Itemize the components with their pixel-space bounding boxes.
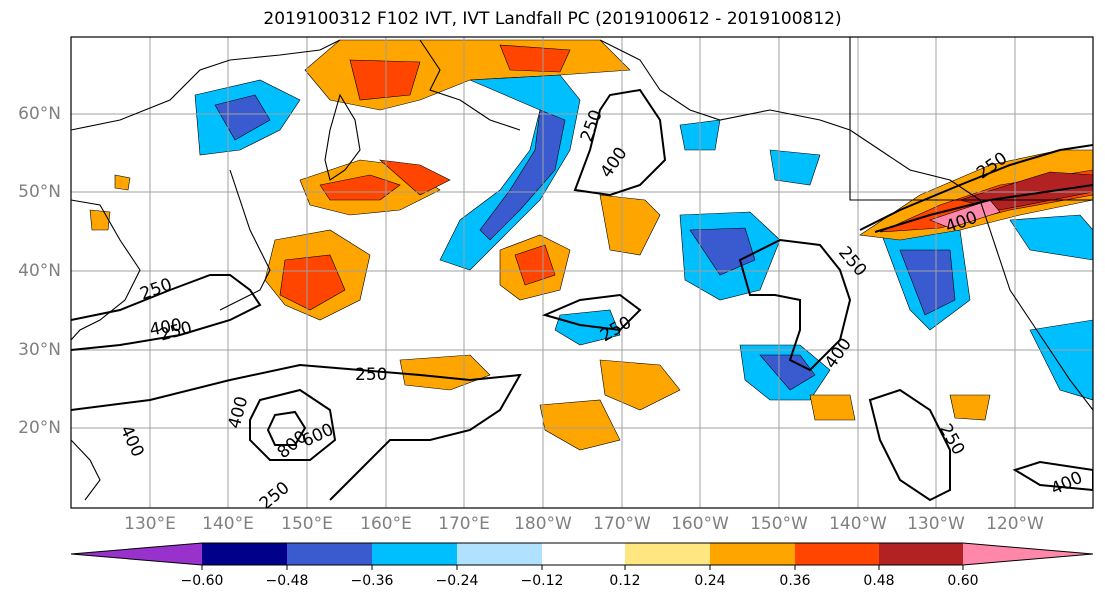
colorbar-tick-label: 0.24 — [694, 573, 726, 589]
colorbar-tick-label: 0.60 — [947, 573, 979, 589]
lon-label: 130°E — [124, 514, 176, 534]
colorbar-extend-low — [71, 543, 202, 565]
lon-label: 140°W — [829, 514, 887, 534]
lat-label: 50°N — [18, 182, 61, 202]
colorbar-tick-label: −0.36 — [350, 573, 394, 589]
lat-label: 30°N — [18, 340, 61, 360]
lon-label: 170°W — [593, 514, 651, 534]
colorbar-tick-label: −0.48 — [265, 573, 309, 589]
colorbar — [70, 542, 1094, 570]
colorbar-tick-label: −0.24 — [435, 573, 479, 589]
lat-label: 20°N — [18, 418, 61, 438]
colorbar-tick-label: 0.36 — [779, 573, 811, 589]
colorbar-tick-label: 0.12 — [609, 573, 641, 589]
colorbar-tick-label: −0.60 — [180, 573, 224, 589]
lat-label: 60°N — [18, 104, 61, 124]
colorbar-extend-high — [963, 543, 1093, 565]
contour-label: 250 — [355, 365, 387, 385]
lon-label: 160°W — [671, 514, 729, 534]
ivt-contours — [71, 88, 1093, 502]
lon-label: 150°W — [750, 514, 808, 534]
colorbar-tick-label: 0.48 — [863, 573, 895, 589]
colorbar-tick-label: −0.12 — [520, 573, 564, 589]
lon-label: 140°E — [202, 514, 254, 534]
lat-label: 40°N — [18, 261, 61, 281]
lon-label: 160°E — [360, 514, 412, 534]
map-title: 2019100312 F102 IVT, IVT Landfall PC (20… — [263, 9, 842, 29]
lon-label: 170°E — [438, 514, 490, 534]
lon-label: 120°W — [986, 514, 1044, 534]
map-frame — [70, 36, 1094, 509]
coastlines — [71, 37, 1093, 501]
lon-label: 150°E — [281, 514, 333, 534]
lon-label: 180°W — [514, 514, 572, 534]
lon-label: 130°W — [907, 514, 965, 534]
